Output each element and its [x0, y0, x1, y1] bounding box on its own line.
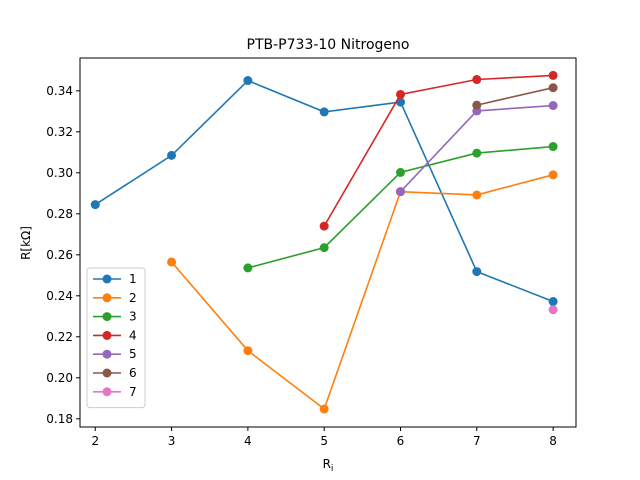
- data-point: [548, 101, 558, 111]
- legend-label: 4: [129, 328, 137, 342]
- data-point: [167, 257, 177, 267]
- data-point: [319, 221, 329, 231]
- legend-marker: [102, 387, 112, 397]
- series-3: [243, 142, 558, 273]
- y-axis: 0.18 0.20 0.22 0.24 0.26 0.28 0.30 0.32 0.34: [46, 84, 80, 426]
- legend-item-4: 4: [93, 328, 137, 342]
- x-tick-label: 8: [549, 434, 557, 448]
- y-tick-label: 0.22: [46, 330, 73, 344]
- legend-marker: [102, 312, 112, 322]
- chart-title: PTB-P733-10 Nitrogeno: [247, 37, 410, 53]
- y-tick-label: 0.26: [46, 248, 73, 262]
- data-point: [395, 89, 405, 99]
- y-tick-label: 0.34: [46, 84, 73, 98]
- y-tick-label: 0.24: [46, 289, 73, 303]
- x-tick-label: 7: [473, 434, 481, 448]
- x-tick-label: 6: [397, 434, 405, 448]
- legend-marker: [102, 330, 112, 340]
- data-point: [472, 148, 482, 158]
- data-point: [472, 75, 482, 85]
- plot-frame: [79, 57, 577, 428]
- data-point: [548, 142, 558, 152]
- y-tick-label: 0.28: [46, 207, 73, 221]
- series-line: [323, 74, 554, 227]
- data-point: [243, 263, 253, 273]
- legend-label: 1: [129, 272, 137, 286]
- data-point: [548, 297, 558, 307]
- y-tick-label: 0.32: [46, 125, 73, 139]
- series-6: [472, 83, 558, 110]
- x-axis-label: Ri: [323, 457, 334, 474]
- data-point: [243, 346, 253, 356]
- data-point: [548, 170, 558, 180]
- y-tick-label: 0.18: [46, 412, 73, 426]
- series-4: [319, 70, 558, 231]
- x-tick-label: 5: [320, 434, 328, 448]
- x-tick-label: 4: [244, 434, 252, 448]
- data-point: [472, 267, 482, 277]
- data-point: [319, 404, 329, 414]
- legend-label: 3: [129, 310, 137, 324]
- legend: 1 2 3 4 5 6 7: [86, 267, 146, 409]
- series-2: [167, 170, 558, 414]
- data-point: [472, 100, 482, 110]
- legend-item-6: 6: [93, 366, 137, 380]
- y-axis-label: R[kΩ]: [19, 226, 33, 260]
- legend-item-5: 5: [93, 347, 137, 361]
- series-line: [170, 174, 554, 411]
- legend-marker: [102, 349, 112, 359]
- data-point: [319, 243, 329, 253]
- plot-area: [79, 57, 577, 428]
- legend-label: 2: [129, 291, 137, 305]
- series-line: [476, 86, 554, 106]
- series-1: [90, 76, 558, 307]
- legend-marker: [102, 274, 112, 284]
- series-layer: [90, 70, 558, 414]
- data-point: [548, 83, 558, 93]
- data-point: [319, 107, 329, 117]
- legend-label: 7: [129, 385, 137, 399]
- x-tick-label: 2: [91, 434, 99, 448]
- legend-marker: [102, 368, 112, 378]
- series-7: [548, 305, 558, 315]
- x-tick-label: 3: [168, 434, 176, 448]
- legend-label: 6: [129, 366, 137, 380]
- data-point: [395, 187, 405, 197]
- data-point: [167, 150, 177, 160]
- data-point: [548, 305, 558, 315]
- y-tick-label: 0.20: [46, 371, 73, 385]
- data-point: [548, 70, 558, 80]
- y-tick-label: 0.30: [46, 166, 73, 180]
- data-point: [472, 190, 482, 200]
- legend-item-7: 7: [93, 385, 137, 399]
- legend-item-1: 1: [93, 272, 137, 286]
- legend-label: 5: [129, 347, 137, 361]
- data-point: [90, 200, 100, 210]
- legend-marker: [102, 293, 112, 303]
- legend-item-3: 3: [93, 310, 137, 324]
- data-point: [395, 167, 405, 177]
- legend-item-2: 2: [93, 291, 137, 305]
- data-point: [243, 76, 253, 86]
- x-axis: 2 3 4 5 6 7 8: [91, 427, 557, 448]
